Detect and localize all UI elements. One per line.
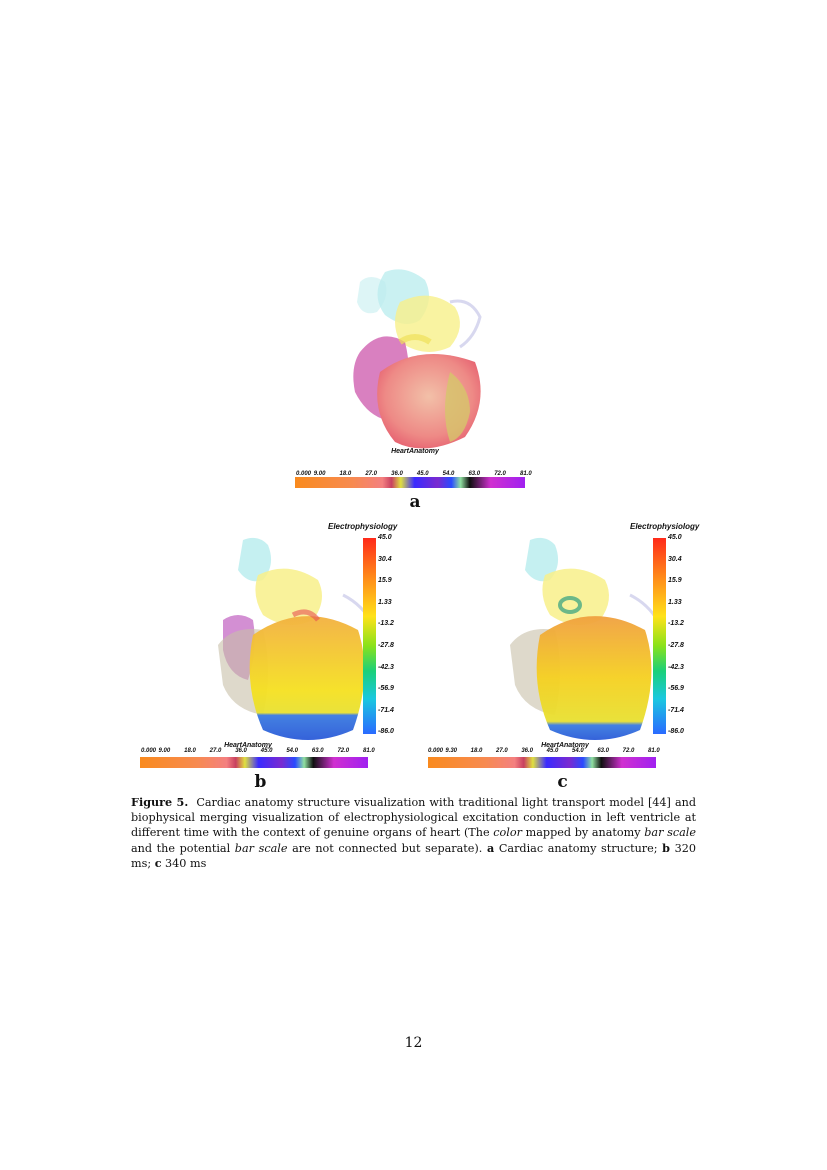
caption-c-label: c bbox=[154, 855, 162, 870]
anatomy-colorbar-c bbox=[428, 757, 656, 768]
ephys-tick-label: -13.2 bbox=[378, 620, 394, 628]
panel-b: Electrophysiology 45.0 30.4 15.9 1.33 -13.2 -… bbox=[128, 520, 398, 792]
caption-c-text: 340 ms bbox=[161, 856, 207, 870]
caption-b-label: b bbox=[662, 840, 670, 855]
heart-electrophysiology-rendering-c bbox=[510, 537, 662, 740]
caption-b-text: 320 ms; bbox=[131, 841, 696, 870]
ephys-tick-label: -71.4 bbox=[378, 706, 394, 714]
ephys-tick-label: -71.4 bbox=[668, 706, 684, 714]
anatomy-tick-label: 63.0 bbox=[311, 748, 324, 754]
caption-a-text: Cardiac anatomy structure; bbox=[494, 841, 663, 855]
anatomy-ticks-b: 0.000 9.00 18.0 27.0 36.0 45.0 54.0 63.0 72.0 81.… bbox=[124, 748, 375, 758]
caption-a-label: a bbox=[486, 840, 495, 855]
anatomy-tick-label: 18.0 bbox=[470, 748, 483, 754]
anatomy-tick-label: 54.0 bbox=[572, 748, 584, 754]
anatomy-ticks-c: 0.000 9.30 18.0 27.0 36.0 45.0 54.0 63.0 72.0 81.… bbox=[425, 748, 675, 758]
anatomy-tick-label: 36.0 bbox=[521, 748, 534, 754]
ephys-tick-label: 30.4 bbox=[378, 555, 392, 563]
ephys-tick-label: -42.3 bbox=[668, 663, 684, 671]
ephys-bar-title-b: Electrophysiology bbox=[328, 522, 398, 531]
ephys-colorbar-c bbox=[653, 538, 666, 734]
anatomy-tick-label: 72.0 bbox=[494, 471, 506, 477]
anatomy-tick-label: 54.0 bbox=[286, 748, 299, 754]
anatomy-tick-label: 45.0 bbox=[260, 748, 273, 754]
anatomy-tick-label: 0.000 bbox=[141, 748, 157, 754]
caption-em-3: bar scale bbox=[234, 841, 288, 855]
anatomy-tick-label: 0.000 bbox=[428, 748, 444, 754]
caption-label: Figure 5. bbox=[131, 795, 189, 809]
caption-text-1: Cardiac anatomy structure visualization … bbox=[131, 796, 696, 840]
anatomy-tick-label: 63.0 bbox=[468, 471, 481, 477]
ephys-tick-label: -42.3 bbox=[378, 663, 394, 671]
anatomy-tick-label: 45.0 bbox=[546, 748, 559, 754]
anatomy-tick-label: 9.00 bbox=[158, 748, 171, 754]
caption-text-4: are not connected but separate). bbox=[287, 841, 487, 855]
ephys-tick-label: 30.4 bbox=[668, 555, 682, 563]
ephys-bar-title-c: Electrophysiology bbox=[630, 522, 700, 531]
anatomy-bar-title-b: HeartAnatomy bbox=[224, 742, 272, 749]
anatomy-tick-label: 36.0 bbox=[391, 471, 403, 477]
ephys-tick-label: -56.9 bbox=[378, 685, 394, 693]
ephys-tick-label: 45.0 bbox=[378, 534, 392, 541]
ephys-ticks-c: 45.0 30.4 15.9 1.33 -13.2 -27.8 -42.3 -56.9 -71.… bbox=[668, 534, 700, 744]
caption-text-3: and the potential bbox=[131, 841, 235, 855]
panel-label-c: c bbox=[557, 772, 568, 792]
anatomy-tick-label: 27.0 bbox=[496, 748, 508, 754]
figure-caption: Figure 5. Cardiac anatomy structure visu… bbox=[131, 795, 696, 871]
ephys-colorbar-b bbox=[363, 538, 376, 734]
panel-a: HeartAnatomy 0.000 9.00 18.0 27.0 36.0 45.0 54… bbox=[290, 262, 540, 512]
ephys-tick-label: 1.33 bbox=[668, 598, 682, 606]
anatomy-ticks-a: 0.000 9.00 18.0 27.0 36.0 45.0 54.0 63.0 72.0 81.… bbox=[286, 471, 536, 481]
anatomy-tick-label: 36.0 bbox=[235, 748, 247, 754]
anatomy-tick-label: 81.0 bbox=[520, 471, 532, 477]
anatomy-bar-title-a: HeartAnatomy bbox=[391, 448, 439, 455]
anatomy-tick-label: 63.0 bbox=[597, 748, 610, 754]
anatomy-tick-label: 0.000 bbox=[296, 471, 312, 477]
ephys-tick-label: -56.9 bbox=[668, 685, 684, 693]
ephys-tick-label: 15.9 bbox=[668, 577, 682, 585]
anatomy-tick-label: 27.0 bbox=[365, 471, 378, 477]
panel-label-b: b bbox=[254, 772, 267, 792]
anatomy-colorbar-a bbox=[295, 477, 525, 488]
anatomy-tick-label: 81.0 bbox=[363, 748, 375, 754]
ephys-tick-label: -86.0 bbox=[668, 728, 684, 736]
anatomy-tick-label: 45.0 bbox=[416, 471, 429, 477]
anatomy-tick-label: 72.0 bbox=[622, 748, 635, 754]
ephys-tick-label: -13.2 bbox=[668, 620, 684, 628]
anatomy-tick-label: 18.0 bbox=[339, 471, 352, 477]
anatomy-tick-label: 81.0 bbox=[648, 748, 660, 754]
anatomy-bar-title-c: HeartAnatomy bbox=[541, 742, 589, 749]
anatomy-colorbar-b bbox=[140, 757, 368, 768]
caption-em-2: bar scale bbox=[644, 826, 696, 840]
ephys-tick-label: 15.9 bbox=[378, 577, 392, 585]
anatomy-tick-label: 9.30 bbox=[445, 748, 458, 754]
ephys-tick-label: -27.8 bbox=[668, 642, 684, 649]
anatomy-tick-label: 27.0 bbox=[209, 748, 222, 754]
panel-label-a: a bbox=[409, 492, 421, 512]
ephys-tick-label: 1.33 bbox=[378, 598, 392, 606]
heart-anatomy-rendering-a bbox=[353, 269, 482, 449]
ephys-ticks-b: 45.0 30.4 15.9 1.33 -13.2 -27.8 -42.3 -56.9 -71.… bbox=[378, 534, 418, 744]
ephys-tick-label: -86.0 bbox=[378, 728, 394, 736]
caption-text-2: mapped by anatomy bbox=[521, 826, 645, 840]
ephys-tick-label: 45.0 bbox=[668, 534, 682, 541]
anatomy-tick-label: 18.0 bbox=[184, 748, 196, 754]
panel-c: Electrophysiology 45.0 30.4 15.9 1.33 -13.2 -… bbox=[415, 520, 700, 792]
page-number: 12 bbox=[404, 1035, 423, 1051]
ephys-tick-label: -27.8 bbox=[378, 642, 394, 649]
anatomy-tick-label: 54.0 bbox=[442, 471, 455, 477]
anatomy-tick-label: 72.0 bbox=[337, 748, 350, 754]
anatomy-tick-label: 9.00 bbox=[313, 471, 326, 477]
caption-em-1: color bbox=[493, 826, 522, 840]
